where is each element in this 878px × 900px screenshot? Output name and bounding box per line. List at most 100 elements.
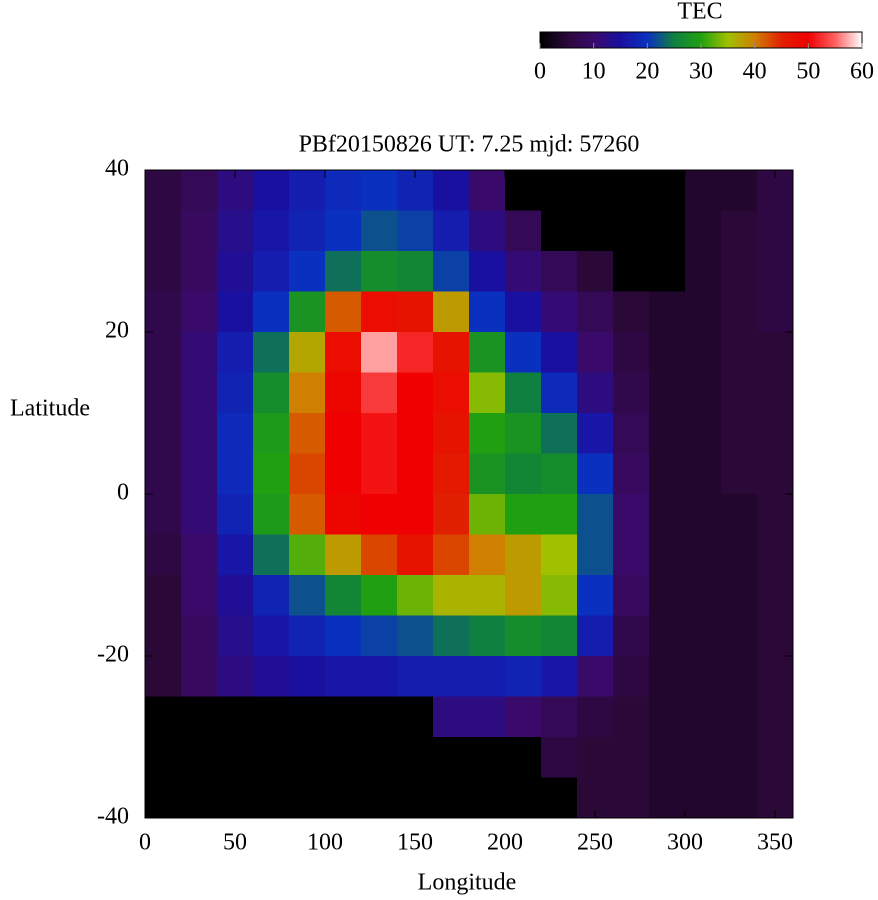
cell — [217, 210, 254, 252]
cell — [361, 170, 398, 211]
cell — [613, 494, 650, 535]
cell — [613, 170, 650, 211]
cell — [757, 291, 794, 333]
cell — [505, 210, 542, 252]
colorbar: 0 10 20 30 40 50 60 — [534, 31, 874, 85]
cell — [397, 615, 434, 657]
cell — [181, 656, 218, 697]
cell — [577, 575, 614, 616]
cell — [505, 494, 542, 535]
y-tick-label: 40 — [105, 156, 129, 182]
cell — [397, 332, 434, 373]
cell — [685, 656, 722, 697]
axes: 0 50 100 150 200 250 300 350 -40 -20 0 20 40 — [97, 156, 794, 856]
cell — [649, 777, 686, 819]
cell — [541, 494, 578, 535]
cell — [469, 413, 506, 454]
y-tick-label: -20 — [97, 642, 129, 668]
cell — [253, 696, 290, 738]
cell — [577, 494, 614, 535]
cell — [361, 453, 398, 495]
cell — [289, 332, 326, 373]
cell — [505, 777, 542, 819]
cell — [757, 656, 794, 697]
cell — [613, 372, 650, 414]
cell — [181, 251, 218, 292]
cell — [325, 777, 362, 819]
cell — [685, 494, 722, 535]
cell — [721, 372, 758, 414]
cell — [217, 494, 254, 535]
cell — [649, 656, 686, 697]
cell — [469, 251, 506, 292]
cell — [181, 372, 218, 414]
cell — [253, 575, 290, 616]
x-tick-label: 50 — [223, 830, 247, 856]
cell — [757, 575, 794, 616]
cell — [145, 170, 182, 211]
cell — [289, 777, 326, 819]
x-tick-label: 150 — [397, 830, 433, 856]
cell — [577, 737, 614, 778]
y-tick-label: -40 — [97, 804, 129, 830]
cell — [577, 210, 614, 252]
cell — [613, 575, 650, 616]
cell — [757, 615, 794, 657]
cell — [685, 575, 722, 616]
cell — [613, 737, 650, 778]
cell — [361, 413, 398, 454]
cell — [613, 777, 650, 819]
cell — [253, 251, 290, 292]
cell — [577, 615, 614, 657]
cell — [469, 575, 506, 616]
cell — [649, 575, 686, 616]
cell — [289, 696, 326, 738]
cell — [433, 210, 470, 252]
x-tick-label: 350 — [757, 830, 793, 856]
cell — [325, 453, 362, 495]
cell — [217, 575, 254, 616]
cell — [289, 372, 326, 414]
cell — [253, 210, 290, 252]
cell — [469, 696, 506, 738]
cell — [505, 737, 542, 778]
cell — [253, 494, 290, 535]
cell — [757, 332, 794, 373]
cell — [397, 534, 434, 576]
cell — [181, 332, 218, 373]
cell — [721, 210, 758, 252]
cell — [721, 291, 758, 333]
cell — [145, 332, 182, 373]
cell — [361, 291, 398, 333]
cell — [325, 534, 362, 576]
cell — [685, 170, 722, 211]
cell — [505, 534, 542, 576]
cell — [685, 291, 722, 333]
cell — [433, 656, 470, 697]
cell — [217, 737, 254, 778]
cell — [505, 332, 542, 373]
cell — [361, 372, 398, 414]
cell — [721, 737, 758, 778]
cell — [433, 372, 470, 414]
cell — [289, 170, 326, 211]
cell — [433, 291, 470, 333]
cell — [721, 332, 758, 373]
cell — [361, 494, 398, 535]
cell — [433, 575, 470, 616]
cell — [469, 372, 506, 414]
cell — [757, 453, 794, 495]
cell — [613, 210, 650, 252]
cell — [397, 575, 434, 616]
cell — [685, 251, 722, 292]
cell — [325, 251, 362, 292]
cell — [145, 413, 182, 454]
cell — [541, 170, 578, 211]
cell — [721, 696, 758, 738]
cell — [289, 291, 326, 333]
cell — [505, 656, 542, 697]
cell — [649, 210, 686, 252]
cell — [181, 291, 218, 333]
cell — [577, 453, 614, 495]
cell — [433, 170, 470, 211]
